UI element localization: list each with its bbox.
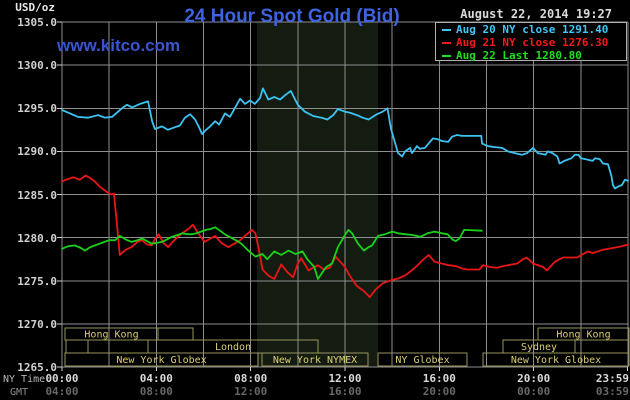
session-box (65, 339, 89, 354)
session-label: New York Globex (116, 355, 206, 366)
y-axis-tick-label: 1265.0 (17, 361, 57, 374)
legend-entry: Aug 22 Last 1280.80 (436, 49, 626, 62)
y-axis-tick-label: 1275.0 (17, 274, 57, 288)
legend-dash-icon (442, 28, 451, 31)
chart-timestamp: August 22, 2014 19:27 (460, 7, 612, 21)
chart-title: 24 Hour Spot Gold (Bid) (184, 6, 400, 27)
gmt-tick-label: 03:59 (595, 385, 629, 398)
ny-time-tick-label: 20:00 (517, 372, 551, 385)
gmt-tick-label: 20:00 (422, 385, 456, 398)
legend-box: Aug 20 NY close 1291.40 Aug 21 NY close 1… (435, 22, 627, 62)
gmt-tick-label: 04:00 (45, 385, 79, 398)
session-label: New York NYMEX (273, 355, 357, 366)
y-axis-tick-label: 1280.0 (17, 231, 57, 245)
session-box (482, 352, 630, 367)
ny-time-tick-label: 12:00 (328, 372, 362, 385)
series-aug-22-line (61, 226, 483, 280)
session-box (574, 339, 630, 354)
gmt-tick-label: 00:00 (517, 385, 551, 398)
y-axis-tick-label: 1300.0 (17, 59, 57, 73)
session-label: Sydney (521, 342, 557, 353)
y-axis-tick-label: 1295.0 (17, 102, 57, 116)
session-label: New York Globex (511, 355, 601, 366)
session-label: Hong Kong (556, 330, 610, 341)
y-axis-tick-label: 1285.0 (17, 188, 57, 202)
session-label: Hong Kong (84, 330, 138, 341)
y-axis-tick-label: 1305.0 (17, 16, 57, 29)
y-axis-tick-label: 1270.0 (17, 317, 57, 331)
ny-time-axis-caption: NY Time (3, 374, 46, 385)
session-box (87, 339, 149, 354)
ny-time-tick-label: 00:00 (45, 372, 79, 385)
y-axis-tick-label: 1290.0 (17, 145, 57, 159)
session-label: London (215, 342, 251, 353)
series-aug-21-line (61, 174, 629, 299)
ny-time-tick-label: 23:59 (595, 372, 629, 385)
gmt-tick-label: 08:00 (139, 385, 173, 398)
gmt-tick-label: 16:00 (328, 385, 362, 398)
legend-dash-icon (442, 41, 451, 44)
legend-dash-icon (442, 54, 451, 57)
session-box (157, 327, 194, 341)
legend-label: Aug 20 NY close 1291.40 (456, 23, 609, 36)
session-box (64, 352, 259, 367)
legend-label: Aug 21 NY close 1276.30 (456, 36, 609, 49)
legend-entry: Aug 20 NY close 1291.40 (436, 23, 626, 36)
gmt-axis-caption: GMT (10, 387, 29, 398)
legend-label: Aug 22 Last 1280.80 (456, 49, 582, 62)
y-axis-unit-label: USD/oz (15, 1, 55, 14)
kitco-watermark: www.kitco.com (57, 36, 181, 55)
session-box (261, 352, 369, 367)
series-aug-20-line (61, 87, 629, 190)
gmt-tick-label: 12:00 (234, 385, 268, 398)
ny-time-tick-label: 16:00 (422, 372, 456, 385)
session-box (377, 352, 468, 367)
ny-time-tick-label: 08:00 (234, 372, 268, 385)
ny-time-tick-label: 04:00 (139, 372, 173, 385)
session-label: NY Globex (395, 355, 449, 366)
legend-entry: Aug 21 NY close 1276.30 (436, 36, 626, 49)
